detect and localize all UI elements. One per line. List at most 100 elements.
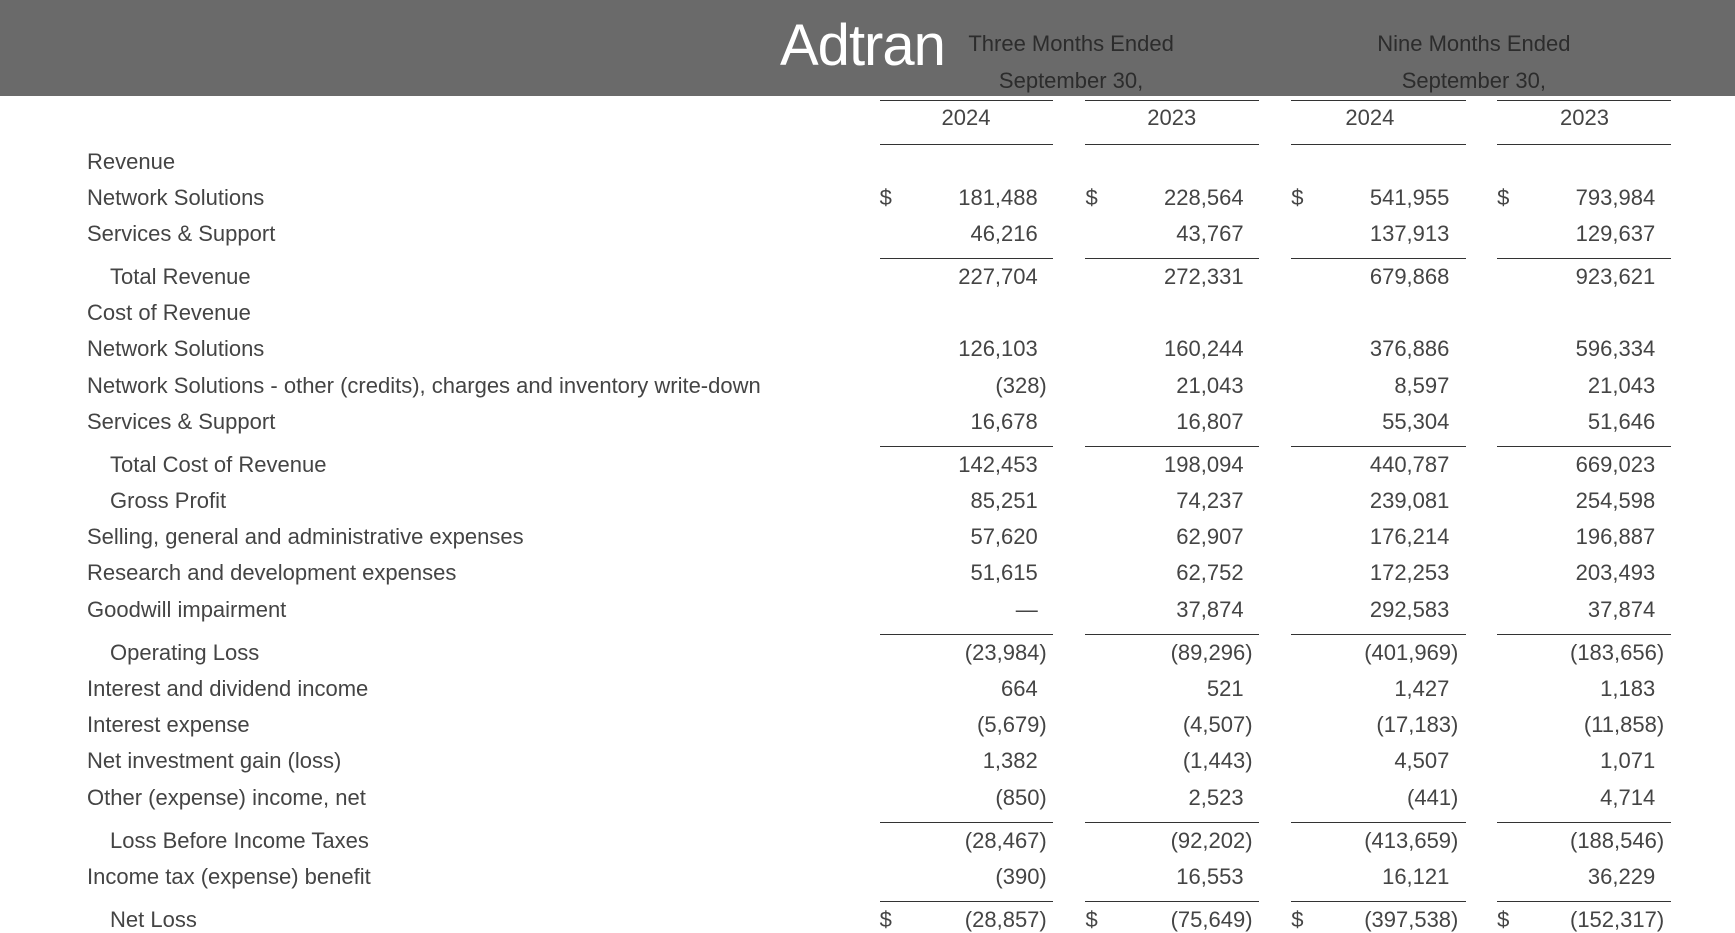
value-cell: (92,202) (1170, 827, 1253, 853)
value-cell: 664 (1001, 676, 1038, 702)
row-label: Network Solutions (87, 336, 265, 362)
row-label: Net investment gain (loss) (87, 748, 342, 774)
row-label: Network Solutions - other (credits), cha… (87, 372, 761, 398)
header-rule (879, 143, 1054, 145)
value-cell: (397,538) (1364, 907, 1459, 933)
value-cell: (28,467) (964, 827, 1047, 853)
row-label: Network Solutions (87, 184, 265, 210)
total-rule (1085, 258, 1260, 260)
value-cell: 16,807 (1176, 408, 1244, 434)
header-rule (1291, 143, 1467, 145)
value-cell: 8,597 (1394, 372, 1450, 398)
value-cell: 2,523 (1188, 784, 1244, 810)
currency-symbol: $ (879, 184, 892, 210)
header-rule (1497, 99, 1671, 101)
value-cell: (401,969) (1364, 639, 1459, 665)
value-cell: (850) (995, 784, 1047, 810)
year-header: 2023 (1560, 105, 1609, 131)
value-cell: 1,382 (982, 748, 1038, 774)
value-cell: 440,787 (1369, 451, 1450, 477)
value-cell: (188,546) (1570, 827, 1665, 853)
group-title: Three Months Ended (968, 31, 1174, 57)
currency-symbol: $ (1291, 907, 1304, 933)
value-cell: (1,443) (1182, 748, 1253, 774)
value-cell: 85,251 (970, 488, 1038, 514)
value-cell: 36,229 (1587, 863, 1656, 889)
row-label: Goodwill impairment (87, 596, 287, 622)
value-cell: 62,907 (1176, 524, 1244, 550)
year-header: 2024 (941, 105, 991, 131)
total-rule (1291, 634, 1467, 636)
value-cell: 137,913 (1369, 220, 1450, 246)
value-cell: 4,714 (1600, 784, 1656, 810)
row-label: Operating Loss (110, 639, 260, 665)
total-rule (1497, 634, 1671, 636)
value-cell: 176,214 (1369, 524, 1450, 550)
value-cell: 142,453 (958, 451, 1038, 477)
value-cell: 55,304 (1382, 408, 1450, 434)
value-cell: 793,984 (1575, 184, 1656, 210)
value-cell: 21,043 (1587, 372, 1656, 398)
row-label: Research and development expenses (87, 560, 457, 586)
row-label: Net Loss (110, 907, 197, 933)
currency-symbol: $ (1085, 184, 1098, 210)
value-cell: 669,023 (1575, 451, 1656, 477)
value-cell: 21,043 (1176, 372, 1244, 398)
value-cell: 292,583 (1369, 596, 1450, 622)
value-cell: (152,317) (1570, 907, 1665, 933)
currency-symbol: $ (879, 907, 892, 933)
total-rule (1085, 821, 1260, 823)
total-rule (879, 258, 1054, 260)
row-label: Income tax (expense) benefit (87, 863, 371, 889)
header-rule (1085, 99, 1260, 101)
total-rule (1291, 446, 1467, 448)
value-cell: 1,071 (1600, 748, 1656, 774)
value-cell: 198,094 (1164, 451, 1244, 477)
value-cell: 1,183 (1600, 676, 1656, 702)
value-cell: 129,637 (1575, 220, 1656, 246)
value-cell: 227,704 (958, 264, 1038, 290)
total-rule (879, 901, 1054, 903)
group-subtitle: September 30, (1401, 67, 1546, 93)
header-rule (1291, 99, 1467, 101)
value-cell: (390) (995, 863, 1047, 889)
value-cell: 923,621 (1575, 264, 1656, 290)
value-cell: 37,874 (1587, 596, 1656, 622)
total-rule (879, 634, 1054, 636)
value-cell: (28,857) (964, 907, 1047, 933)
value-cell: 62,752 (1176, 560, 1244, 586)
value-cell: 596,334 (1575, 336, 1656, 362)
total-rule (1085, 901, 1260, 903)
row-label: Cost of Revenue (87, 300, 251, 326)
row-label: Interest and dividend income (87, 676, 369, 702)
total-rule (1497, 446, 1671, 448)
value-cell: (11,858) (1583, 712, 1665, 738)
value-cell: 679,868 (1369, 264, 1450, 290)
value-cell: 172,253 (1369, 560, 1450, 586)
currency-symbol: $ (1497, 907, 1510, 933)
header-rule (1497, 143, 1671, 145)
value-cell: (441) (1407, 784, 1459, 810)
value-cell: (75,649) (1170, 907, 1253, 933)
header-rule (1085, 143, 1260, 145)
value-cell: 196,887 (1575, 524, 1656, 550)
value-cell: 376,886 (1369, 336, 1450, 362)
value-cell: 126,103 (958, 336, 1038, 362)
top-bar (0, 0, 1735, 96)
value-cell: 51,615 (970, 560, 1038, 586)
value-cell: 254,598 (1575, 488, 1656, 514)
value-cell: 16,553 (1176, 863, 1244, 889)
value-cell: 46,216 (970, 220, 1038, 246)
value-cell: (5,679) (977, 712, 1047, 738)
row-label: Gross Profit (110, 488, 227, 514)
year-header: 2023 (1147, 105, 1197, 131)
value-cell: 228,564 (1164, 184, 1244, 210)
value-cell: 16,678 (970, 408, 1038, 434)
total-rule (1085, 634, 1260, 636)
total-rule (1497, 821, 1671, 823)
total-rule (1291, 901, 1467, 903)
currency-symbol: $ (1291, 184, 1304, 210)
value-cell: (413,659) (1364, 827, 1459, 853)
value-cell: 272,331 (1164, 264, 1244, 290)
